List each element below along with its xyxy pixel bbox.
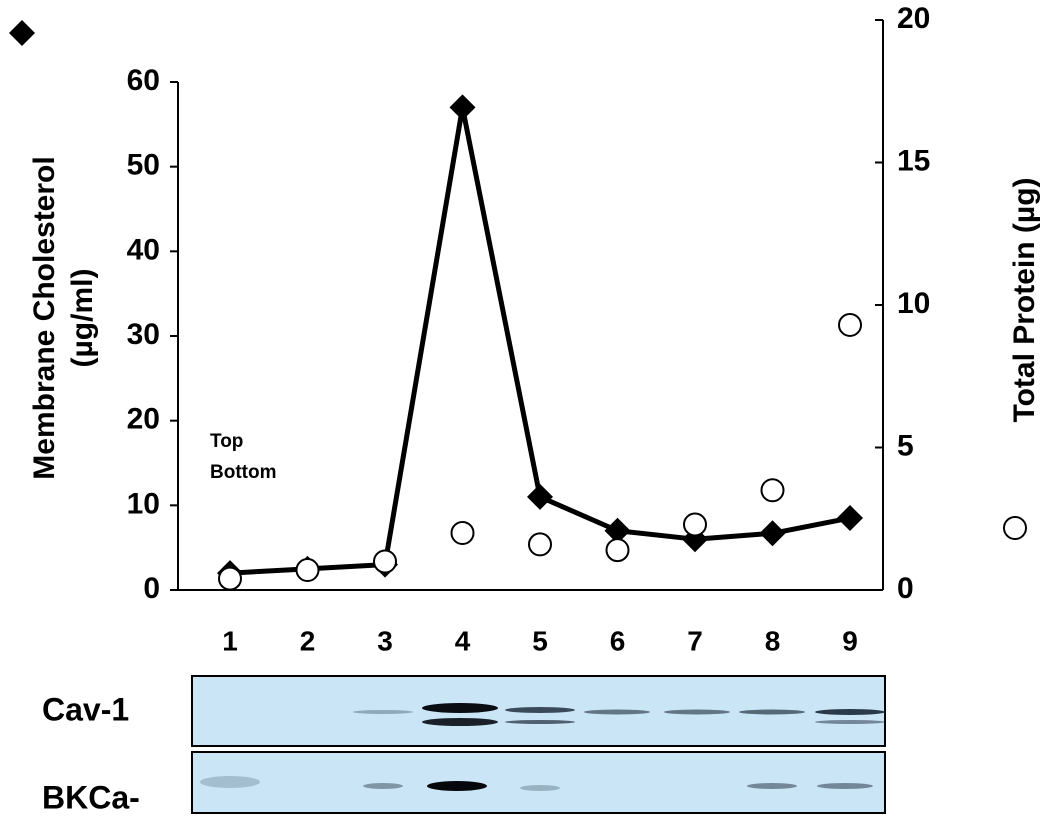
y2-tick-label: 0 — [897, 572, 914, 605]
x-tick-label: 5 — [532, 625, 548, 656]
legend-marker — [1003, 516, 1027, 540]
x-tick-label: 2 — [300, 625, 316, 656]
data-point — [528, 532, 552, 557]
y-tick-label: 10 — [127, 487, 160, 520]
y-tick-label: 30 — [127, 318, 160, 351]
y2-tick-label: 5 — [897, 429, 914, 462]
y-axis-title: (µg/ml) — [66, 269, 99, 368]
data-point — [605, 538, 630, 563]
data-point — [449, 94, 476, 121]
y-axis-title: Membrane Cholesterol — [28, 156, 61, 479]
y2-tick-label: 15 — [897, 144, 930, 177]
y2-tick-label: 20 — [897, 2, 930, 35]
data-point — [604, 517, 631, 544]
blot-label: Cav-1 — [42, 691, 129, 727]
x-tick-label: 3 — [377, 625, 393, 656]
data-point — [527, 483, 553, 510]
data-point — [218, 566, 242, 591]
data-point — [838, 312, 862, 337]
blot-panel — [191, 751, 886, 814]
x-tick-label: 9 — [842, 625, 858, 656]
y-tick-label: 40 — [127, 233, 160, 266]
x-tick-label: 8 — [765, 625, 781, 656]
blot-panel — [191, 675, 886, 747]
legend-marker — [9, 20, 35, 46]
annotation: Bottom — [210, 462, 276, 483]
x-tick-label: 1 — [222, 625, 238, 656]
x-tick-label: 6 — [610, 625, 626, 656]
x-tick-label: 4 — [455, 625, 471, 656]
data-point — [760, 478, 785, 503]
data-point — [759, 520, 786, 547]
data-point — [837, 505, 863, 532]
data-point — [295, 558, 320, 583]
data-point — [683, 512, 707, 537]
x-tick-label: 7 — [687, 625, 703, 656]
y-tick-label: 0 — [143, 572, 160, 605]
y2-axis-title: Total Protein (µg) — [1008, 177, 1041, 422]
annotation: Top — [210, 431, 243, 452]
y-tick-label: 50 — [127, 149, 160, 182]
data-point — [450, 521, 475, 545]
y-tick-label: 60 — [127, 64, 160, 97]
y-tick-label: 20 — [127, 403, 160, 436]
blot-label: BKCa- — [42, 779, 140, 815]
y2-tick-label: 10 — [897, 287, 930, 320]
data-point — [373, 549, 397, 574]
